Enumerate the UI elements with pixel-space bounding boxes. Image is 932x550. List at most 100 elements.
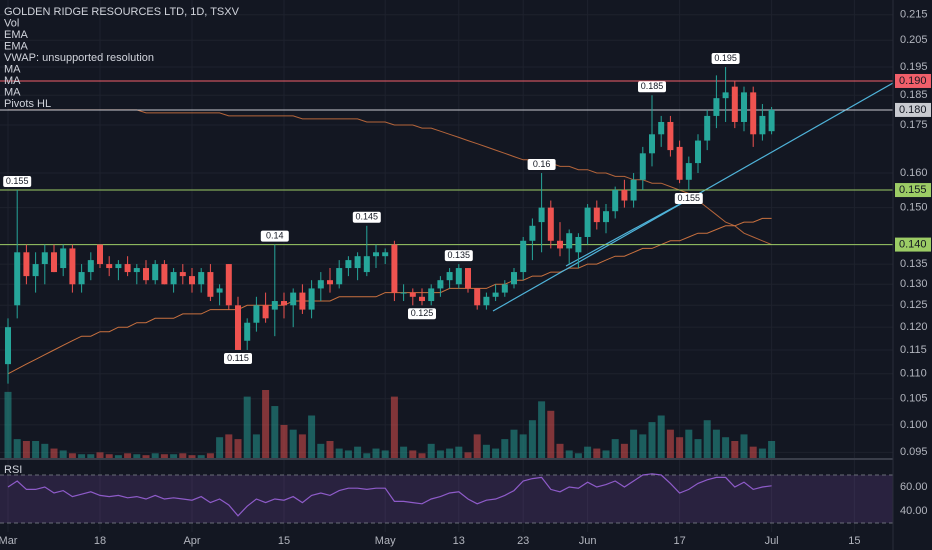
pivot-box <box>260 230 289 242</box>
trend-line <box>565 192 701 267</box>
legend: GOLDEN RIDGE RESOURCES LTD, 1D, TSXV Vol… <box>4 6 240 110</box>
candle-body <box>455 268 462 285</box>
pivot-box <box>3 176 32 188</box>
candle-body <box>207 272 214 297</box>
volume-bar <box>492 448 500 458</box>
volume-bar <box>712 429 720 458</box>
candle-body <box>630 179 637 201</box>
volume-bar <box>602 450 610 458</box>
candle-body <box>271 301 278 310</box>
rsi-tick-label: 40.00 <box>900 505 928 517</box>
volume-bar <box>381 450 389 458</box>
pivot-box <box>224 352 252 364</box>
candle-body <box>124 264 131 273</box>
candle-body <box>741 92 747 122</box>
x-tick-label: 15 <box>848 535 860 547</box>
level-label: 0.190 <box>899 75 927 87</box>
y-tick-label: 0.150 <box>900 202 928 214</box>
volume-bar <box>234 439 242 458</box>
candle-body <box>345 260 352 269</box>
chart-title: GOLDEN RIDGE RESOURCES LTD, 1D, TSXV <box>4 6 240 18</box>
pivot-label: 0.135 <box>448 250 471 260</box>
volume-bar <box>4 391 12 458</box>
volume-bar <box>22 441 30 458</box>
candle-body <box>492 292 499 297</box>
candle-body <box>253 305 260 323</box>
candle-body <box>97 244 103 265</box>
candle-body <box>179 272 186 277</box>
candle-body <box>759 115 766 135</box>
level-tag <box>895 102 931 117</box>
volume-bar <box>142 455 150 458</box>
pivot-box <box>408 308 436 320</box>
candle-body <box>474 288 481 306</box>
volume-bar <box>317 443 325 458</box>
pivot-box <box>674 193 703 205</box>
candle-body <box>584 207 591 237</box>
volume-bar <box>703 420 711 458</box>
candle-body <box>658 121 665 135</box>
volume-bar <box>390 396 398 458</box>
candle-body <box>189 276 195 285</box>
y-tick-label: 0.100 <box>900 419 928 431</box>
volume-bar <box>133 454 141 458</box>
candle-body <box>603 211 609 223</box>
candle-body <box>14 252 21 306</box>
candle-body <box>695 140 701 164</box>
y-tick-label: 0.130 <box>900 278 928 290</box>
volume-bar <box>271 406 279 458</box>
indicator-label: MA <box>4 75 21 87</box>
candle-body <box>713 98 720 116</box>
candle-body <box>428 288 435 302</box>
volume-bar <box>197 455 205 458</box>
volume-bar <box>363 453 371 458</box>
volume-bar <box>96 452 104 458</box>
candle-body <box>593 207 600 223</box>
candle-body <box>722 92 729 99</box>
pivot-label: 0.155 <box>678 193 701 203</box>
volume-bar <box>620 443 628 458</box>
candle-body <box>750 92 757 135</box>
volume-bar <box>556 443 564 458</box>
volume-bar <box>547 410 555 458</box>
volume-bar <box>409 450 417 458</box>
candle-body <box>437 280 444 289</box>
volume-bar <box>731 441 739 458</box>
candle-body <box>446 272 453 281</box>
x-tick-label: May <box>375 535 396 547</box>
volume-bar <box>666 429 674 458</box>
volume-bar <box>593 448 601 458</box>
volume-bar <box>657 415 665 458</box>
candle-body <box>152 264 159 281</box>
candle-body <box>51 252 57 273</box>
volume-bar <box>151 453 159 458</box>
volume-bar <box>50 448 58 458</box>
volume-bar <box>170 454 178 458</box>
indicator-label: Pivots HL <box>4 98 51 110</box>
candle-body <box>667 121 674 151</box>
y-tick-label: 0.215 <box>900 9 928 21</box>
volume-bar <box>344 450 352 458</box>
rsi-pane: RSI <box>0 464 893 524</box>
level-label: 0.155 <box>899 184 927 196</box>
candle-body <box>133 268 140 273</box>
candle-body <box>327 280 333 285</box>
y-tick-label: 0.095 <box>900 446 928 458</box>
volume-bar <box>280 424 288 458</box>
pivot-label: 0.16 <box>533 159 551 169</box>
rsi-title: RSI <box>4 464 22 476</box>
pivot-label: 0.125 <box>411 308 434 318</box>
volume-bar <box>768 441 776 458</box>
volume <box>4 390 776 458</box>
candle-body <box>216 288 223 293</box>
volume-bar <box>262 390 270 458</box>
volume-bar <box>179 453 187 458</box>
volume-bar <box>519 434 527 458</box>
volume-bar <box>41 443 49 458</box>
candle-body <box>60 248 67 269</box>
candle-body <box>299 292 306 310</box>
y-tick-label: 0.125 <box>900 299 928 311</box>
volume-bar <box>501 439 509 458</box>
